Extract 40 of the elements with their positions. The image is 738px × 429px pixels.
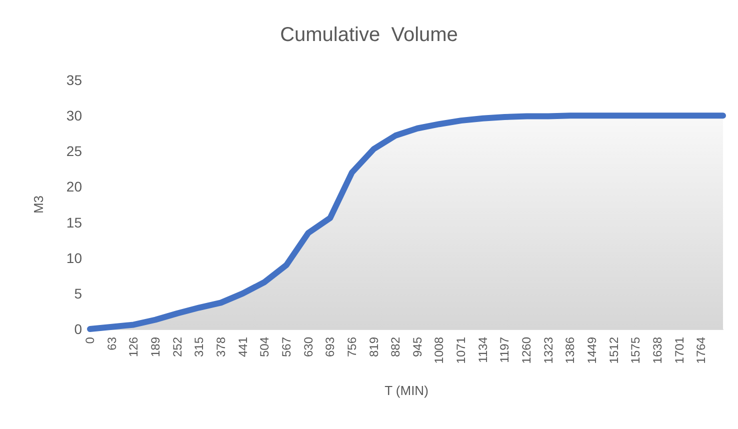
y-tick-label: 0	[74, 321, 82, 337]
x-tick-label: 1764	[694, 336, 708, 364]
x-tick-label: 441	[236, 336, 250, 358]
x-tick-label: 1134	[476, 336, 490, 363]
x-tick-label: 189	[148, 336, 162, 358]
x-tick-label: 819	[366, 336, 381, 358]
x-tick-label: 882	[388, 336, 403, 358]
y-tick-label: 25	[66, 143, 82, 160]
x-axis-title: T (MIN)	[384, 383, 428, 398]
y-axis-title: M3	[31, 195, 46, 214]
x-tick-label: 567	[279, 336, 294, 358]
x-tick-label: 1008	[432, 336, 446, 364]
x-tick-label: 0	[83, 336, 97, 344]
x-tick-label: 1575	[628, 336, 643, 364]
x-tick-label: 1071	[454, 336, 468, 364]
x-tick-label: 378	[214, 336, 228, 358]
x-tick-label: 1701	[672, 336, 686, 364]
x-tick-label: 1260	[520, 336, 534, 364]
x-tick-label: 630	[301, 336, 316, 358]
x-tick-label: 1449	[585, 336, 600, 364]
y-tick-label: 5	[74, 285, 82, 302]
y-tick-label: 10	[66, 250, 82, 266]
x-tick-label: 756	[344, 336, 359, 358]
x-tick-label: 1512	[606, 336, 621, 364]
x-tick-label: 1197	[498, 336, 512, 363]
x-tick-label: 945	[410, 336, 424, 358]
x-tick-label: 315	[192, 336, 206, 358]
y-tick-label: 15	[66, 214, 82, 230]
chart-title: Cumulative Volume	[280, 24, 458, 46]
x-tick-label: 504	[258, 336, 272, 358]
x-tick-label: 1323	[541, 336, 556, 364]
x-tick-label: 126	[126, 336, 141, 358]
y-tick-label: 30	[66, 108, 82, 124]
x-tick-label: 693	[323, 336, 338, 358]
x-tick-label: 252	[170, 336, 184, 358]
x-tick-label: 1638	[650, 336, 665, 364]
y-tick-label: 35	[66, 72, 82, 88]
x-tick-label: 1386	[563, 336, 578, 364]
y-tick-label: 20	[66, 178, 82, 195]
x-tick-label: 63	[104, 336, 119, 350]
